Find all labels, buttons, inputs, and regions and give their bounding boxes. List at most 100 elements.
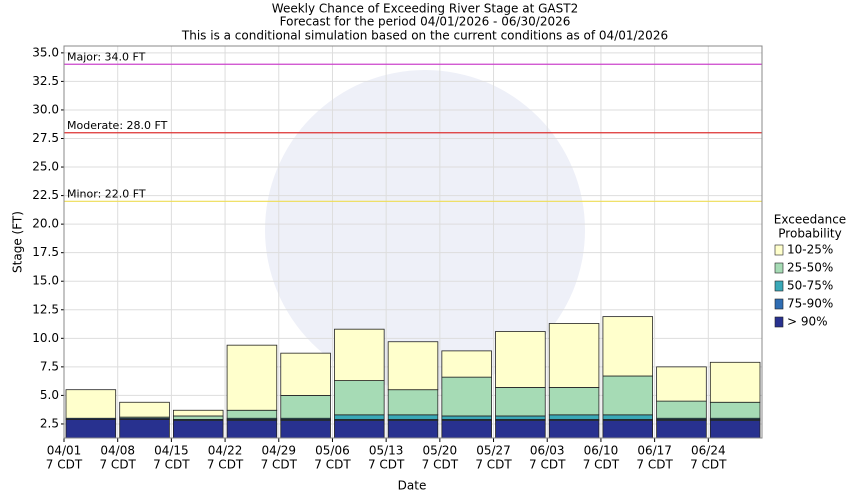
bar-segment bbox=[387, 414, 439, 420]
y-tick-label: 22.5 bbox=[32, 188, 59, 202]
legend-label: > 90% bbox=[787, 315, 828, 329]
y-tick-label: 17.5 bbox=[32, 245, 59, 259]
y-tick-label: 25.0 bbox=[32, 160, 59, 174]
bar-segment bbox=[280, 395, 331, 419]
bar-segment bbox=[709, 420, 761, 439]
bar-segment bbox=[495, 331, 546, 388]
x-tick-sublabel: 7 CDT bbox=[636, 458, 673, 472]
bar-segment bbox=[709, 401, 761, 419]
bar-segment bbox=[602, 316, 654, 377]
legend-title: Exceedance bbox=[774, 213, 846, 227]
x-tick-label: 06/24 bbox=[691, 444, 726, 458]
x-tick-sublabel: 7 CDT bbox=[207, 458, 244, 472]
x-tick-label: 06/17 bbox=[637, 444, 672, 458]
bar-segment bbox=[387, 420, 439, 439]
x-tick-sublabel: 7 CDT bbox=[529, 458, 566, 472]
bar-segment bbox=[226, 344, 278, 411]
x-tick-sublabel: 7 CDT bbox=[583, 458, 620, 472]
x-tick-sublabel: 7 CDT bbox=[422, 458, 459, 472]
bar-segment bbox=[495, 420, 546, 439]
bar-segment bbox=[548, 387, 600, 416]
bar-segment bbox=[602, 375, 654, 416]
bar-segment bbox=[387, 389, 439, 416]
legend-label: 75-90% bbox=[787, 297, 833, 311]
x-tick-sublabel: 7 CDT bbox=[153, 458, 190, 472]
legend-swatch bbox=[774, 244, 784, 256]
bar-segment bbox=[119, 401, 170, 418]
bar-segment bbox=[495, 387, 546, 417]
bar-segment bbox=[441, 420, 492, 439]
y-tick-label: 35.0 bbox=[32, 45, 59, 59]
bar-segment bbox=[65, 389, 117, 419]
y-tick-label: 7.5 bbox=[40, 359, 59, 373]
bar-segment bbox=[656, 366, 707, 402]
x-tick-sublabel: 7 CDT bbox=[690, 458, 727, 472]
x-tick-label: 06/03 bbox=[530, 444, 565, 458]
legend-label: 25-50% bbox=[787, 261, 833, 275]
x-tick-label: 05/06 bbox=[315, 444, 350, 458]
bar-segment bbox=[334, 420, 385, 439]
threshold-label: Major: 34.0 FT bbox=[67, 50, 146, 63]
y-tick-label: 12.5 bbox=[32, 302, 59, 316]
bar-segment bbox=[495, 415, 546, 420]
x-tick-sublabel: 7 CDT bbox=[261, 458, 298, 472]
bar-segment bbox=[226, 409, 278, 419]
x-tick-sublabel: 7 CDT bbox=[99, 458, 136, 472]
legend-label: 50-75% bbox=[787, 279, 833, 293]
bar-segment bbox=[548, 420, 600, 439]
x-tick-label: 04/08 bbox=[100, 444, 135, 458]
legend-label: 10-25% bbox=[787, 243, 833, 257]
bar-segment bbox=[656, 400, 707, 419]
x-tick-sublabel: 7 CDT bbox=[46, 458, 83, 472]
x-tick-label: 06/10 bbox=[584, 444, 619, 458]
bar-segment bbox=[656, 420, 707, 439]
bar-segment bbox=[172, 420, 224, 439]
x-tick-label: 04/15 bbox=[154, 444, 189, 458]
x-tick-label: 05/20 bbox=[423, 444, 458, 458]
bar-segment bbox=[172, 409, 224, 417]
x-tick-label: 05/27 bbox=[476, 444, 511, 458]
y-tick-label: 32.5 bbox=[32, 74, 59, 88]
y-tick-label: 15.0 bbox=[32, 274, 59, 288]
threshold-label: Minor: 22.0 FT bbox=[67, 187, 146, 200]
bar-segment bbox=[441, 376, 492, 417]
y-tick-label: 10.0 bbox=[32, 331, 59, 345]
bar-segment bbox=[441, 415, 492, 420]
chart-title: Weekly Chance of Exceeding River Stage a… bbox=[272, 2, 578, 16]
bar-segment bbox=[119, 418, 170, 439]
bar-segment bbox=[280, 420, 331, 439]
plot-frame bbox=[63, 45, 763, 439]
bar-segment bbox=[226, 420, 278, 439]
bar-segment bbox=[334, 414, 385, 420]
x-tick-sublabel: 7 CDT bbox=[314, 458, 351, 472]
bar-segment bbox=[65, 418, 117, 439]
y-tick-label: 27.5 bbox=[32, 131, 59, 145]
bar-segment bbox=[387, 341, 439, 391]
legend-swatch bbox=[774, 262, 784, 274]
bar-segment bbox=[602, 420, 654, 439]
x-tick-label: 05/13 bbox=[369, 444, 404, 458]
bar-segment bbox=[602, 414, 654, 420]
bar-segment bbox=[709, 361, 761, 403]
legend-swatch bbox=[774, 280, 784, 292]
legend-title: Probability bbox=[778, 227, 841, 241]
legend-swatch bbox=[774, 298, 784, 310]
bar-segment bbox=[334, 380, 385, 416]
threshold-label: Moderate: 28.0 FT bbox=[67, 119, 168, 132]
bar-segment bbox=[172, 415, 224, 420]
bar-segment bbox=[548, 414, 600, 420]
x-tick-sublabel: 7 CDT bbox=[475, 458, 512, 472]
y-tick-label: 20.0 bbox=[32, 217, 59, 231]
chart-subtitle: This is a conditional simulation based o… bbox=[181, 29, 668, 43]
bar-segment bbox=[441, 350, 492, 378]
x-tick-sublabel: 7 CDT bbox=[368, 458, 405, 472]
chart-subtitle: Forecast for the period 04/01/2026 - 06/… bbox=[280, 15, 571, 29]
bar-segment bbox=[334, 328, 385, 381]
x-tick-label: 04/29 bbox=[261, 444, 296, 458]
legend-swatch bbox=[774, 316, 784, 328]
x-tick-label: 04/22 bbox=[208, 444, 243, 458]
y-tick-label: 30.0 bbox=[32, 102, 59, 116]
bar-segment bbox=[280, 352, 331, 396]
x-axis-label: Date bbox=[398, 479, 427, 493]
